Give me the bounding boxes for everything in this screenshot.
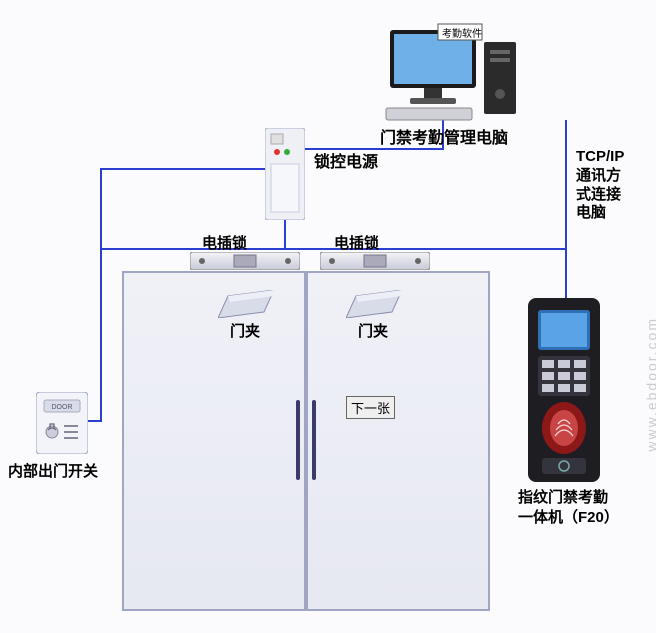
door-clip-2 xyxy=(346,290,402,318)
exit-switch: DOOR xyxy=(36,392,88,454)
svg-text:DOOR: DOOR xyxy=(52,404,73,411)
door-left xyxy=(122,271,306,611)
door-right xyxy=(306,271,490,611)
tcpip-line3: 式连接 xyxy=(576,186,621,203)
label-tcpip: TCP/IP 通讯方 式连接 电脑 xyxy=(576,148,644,223)
software-tag-label: 考勤软件 xyxy=(442,25,482,40)
door-handle-left xyxy=(296,400,300,480)
wire-psu-down xyxy=(284,218,286,248)
watermark: www.ebdoor.com xyxy=(644,317,656,452)
label-psu: 锁控电源 xyxy=(314,148,378,172)
wire-reader-to-bus xyxy=(488,248,566,250)
wire-left-trunk-upper xyxy=(100,168,102,250)
lock-2 xyxy=(320,252,430,270)
wire-psu-left xyxy=(100,168,266,170)
lock-1 xyxy=(190,252,300,270)
label-clip-1: 门夹 xyxy=(230,320,260,341)
wire-computer-down xyxy=(565,120,567,298)
label-exit-switch: 内部出门开关 xyxy=(8,460,98,481)
label-lock-2: 电插锁 xyxy=(334,232,379,253)
power-supply xyxy=(265,128,305,220)
door-clip-1 xyxy=(218,290,274,318)
reader-line2: 一体机（F20） xyxy=(518,509,619,526)
tcpip-line1: TCP/IP xyxy=(576,148,624,165)
reader-line1: 指纹门禁考勤 xyxy=(518,489,608,506)
next-image-button[interactable]: 下一张 xyxy=(346,396,395,419)
tcpip-line2: 通讯方 xyxy=(576,167,621,184)
computer: 考勤软件 xyxy=(380,22,530,122)
label-clip-2: 门夹 xyxy=(358,320,388,341)
wire-lock-bus xyxy=(100,248,490,250)
label-reader: 指纹门禁考勤 一体机（F20） xyxy=(518,488,648,527)
tcpip-line4: 电脑 xyxy=(576,204,606,221)
fingerprint-reader xyxy=(528,298,600,482)
label-lock-1: 电插锁 xyxy=(202,232,247,253)
door-handle-right xyxy=(312,400,316,480)
label-computer: 门禁考勤管理电脑 xyxy=(380,124,508,148)
wire-left-trunk xyxy=(100,248,102,420)
